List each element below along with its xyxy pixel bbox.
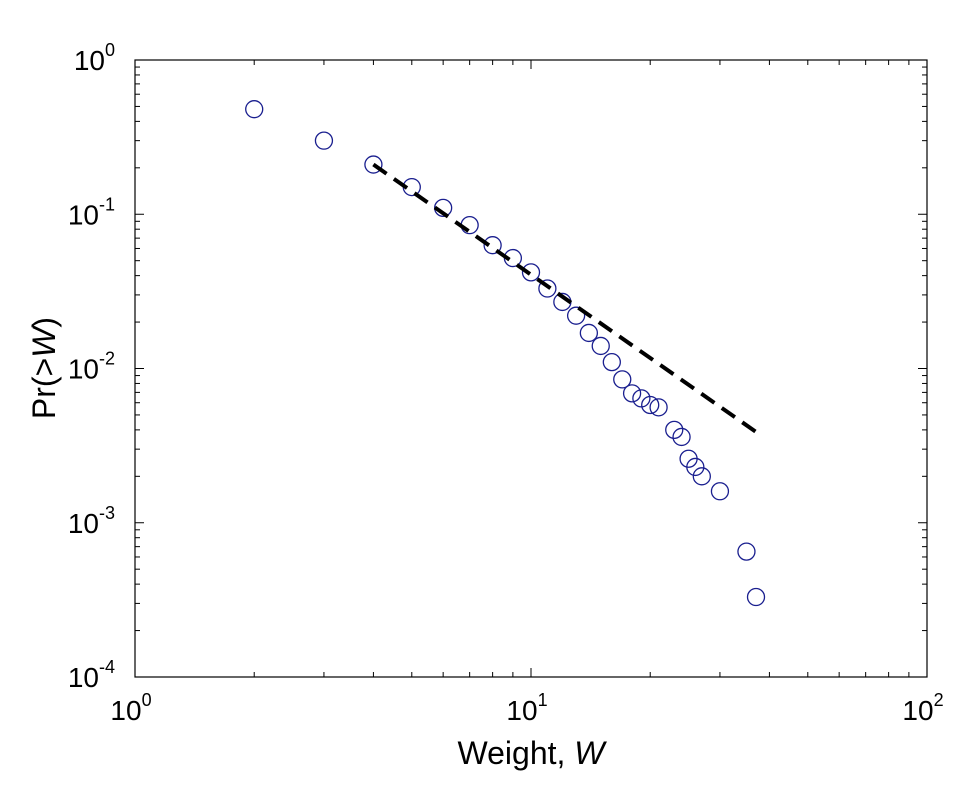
data-point [483, 236, 502, 255]
y-axis-label: Pr(>W) [26, 317, 62, 419]
y-tick-label: 10-4 [68, 657, 115, 693]
x-tick-label: 102 [902, 690, 943, 726]
axis-ticks [134, 59, 928, 678]
data-point [245, 100, 264, 119]
y-tick-label: 100 [74, 40, 115, 76]
data-point [641, 395, 660, 415]
data-point [602, 352, 621, 372]
data-point [649, 398, 668, 417]
data-point [566, 306, 586, 325]
data-point [672, 427, 691, 447]
data-point [314, 131, 334, 150]
data-point [538, 279, 557, 298]
data-marks [245, 100, 766, 607]
data-point [686, 457, 705, 477]
y-tick-label: 10-2 [68, 349, 115, 385]
data-point [591, 336, 610, 356]
data-point [737, 542, 756, 561]
data-point [364, 155, 383, 174]
data-point [746, 587, 766, 607]
y-tick-label: 10-1 [68, 194, 115, 230]
data-point [521, 263, 541, 282]
x-tick-label: 101 [506, 690, 547, 726]
y-tick-label: 10-3 [68, 503, 115, 539]
data-point [710, 482, 730, 501]
x-tick-label: 100 [110, 690, 151, 726]
data-point [692, 467, 711, 486]
y-tick-labels: 10-4 10-3 10-2 10-1 100 [68, 40, 115, 693]
data-point [665, 420, 684, 440]
data-point [613, 370, 632, 389]
plot-area [134, 59, 928, 678]
data-point [622, 384, 642, 403]
data-point [579, 323, 599, 343]
x-axis-label: Weight, W [458, 735, 608, 771]
x-tick-labels: 100 101 102 [110, 690, 943, 726]
fit-line [372, 162, 762, 437]
